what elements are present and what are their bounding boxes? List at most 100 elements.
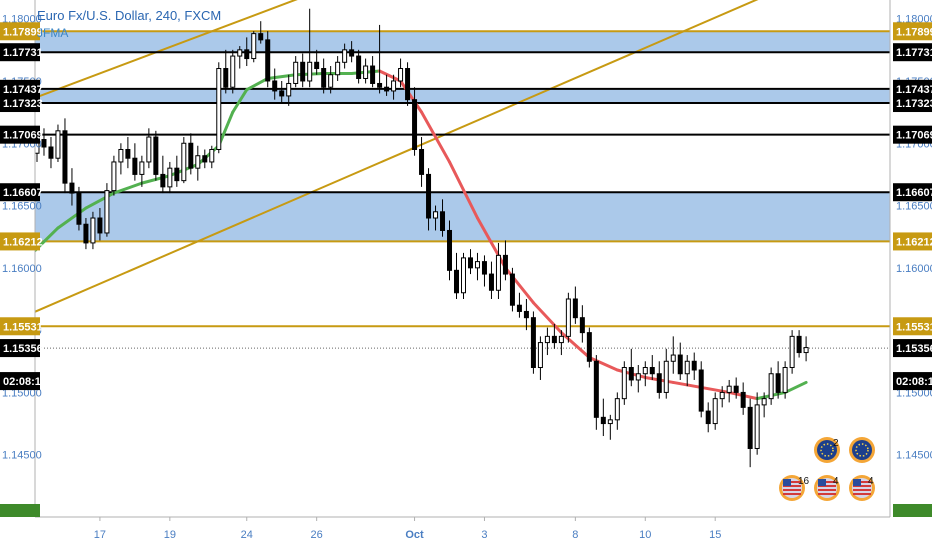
bottom-level-badge-right [893,504,932,517]
price-badge-left-text: 1.15531 [3,321,43,333]
candle-body [118,148,124,163]
candle [551,323,557,349]
candle-body [132,157,138,175]
candle [90,211,96,250]
plot-layer: 2 16 4 4 [35,0,890,501]
candle [167,161,173,194]
candle-body [195,155,201,169]
badge-count: 2 [833,438,839,449]
price-badge-left-text: 1.17069 [3,130,43,142]
price-badge-right-bg [893,232,932,251]
y-tick-label-left: 1.14500 [2,450,42,462]
candle [705,402,711,433]
candle [481,255,487,287]
countdown-badge-left-text: 02:08:18 [3,376,47,388]
candle [139,155,145,187]
candle-body [642,367,648,375]
candle [174,155,180,187]
candle-body [181,142,187,182]
candle [202,149,208,169]
price-badge-right-bg [893,79,932,98]
candle-body [405,68,411,101]
candle-body [502,254,508,275]
badge-canton [818,479,826,486]
candle [698,361,704,418]
candle [474,252,480,281]
price-badge-right-text: 1.16212 [896,236,932,248]
candle [447,220,453,281]
candle [216,62,222,154]
price-badge-left-text: 1.16212 [3,236,43,248]
candle-body [705,410,711,425]
candle [600,398,606,437]
candle [335,56,341,81]
channel-line-0 [35,0,298,99]
event-badge-europe [849,437,875,463]
candle [118,143,124,175]
price-badge-left-bg [0,317,40,336]
candle [495,242,501,299]
event-badge-us: 4 [814,475,840,501]
y-tick-label-left: 1.16500 [2,201,42,213]
price-badge-left-bg [0,125,40,144]
candle [433,205,439,231]
candle [677,342,683,380]
jfma-segment [231,88,249,114]
candle [55,124,61,162]
countdown-badge-right: 02:08:18 [893,372,932,391]
candle [97,208,103,241]
candle-body [621,367,627,400]
candle [649,355,655,380]
y-tick-label-right: 1.15000 [896,387,932,399]
candle-body [565,298,571,337]
price-badge-right-text: 1.17437 [896,84,932,96]
candle [454,252,460,299]
candle-body [551,335,557,344]
price-badge-right-bg [893,125,932,144]
candle-body [440,211,446,231]
candle-body [726,385,732,393]
candle-body [104,190,110,234]
candle [544,327,550,356]
price-badge-left: 1.17731 [0,43,43,62]
price-badge-left-bg [0,339,40,358]
candle-body [83,223,89,244]
x-tick-label: 19 [164,529,176,541]
jfma-segment [587,356,619,372]
candle-body [600,416,606,425]
candle-body [153,136,159,175]
price-badge-right: 1.16212 [893,232,932,251]
candle [572,286,578,324]
candle [607,414,613,440]
candle-body [265,39,271,82]
candle [488,261,494,299]
candle [328,66,334,94]
candle-body [370,65,376,84]
candle [614,392,620,430]
candle-body [237,49,243,57]
candle [209,145,215,169]
candle-body [279,90,285,97]
candle-body [628,367,634,381]
y-tick-label-right: 1.16000 [896,263,932,275]
candle [237,46,243,69]
candle-body [467,257,473,269]
candle-body [349,49,355,57]
candle [530,311,536,374]
price-badge-left-bg [0,22,40,41]
candle [642,361,648,387]
candle [391,74,397,100]
candle-body [419,148,425,175]
candle-body [188,142,194,169]
jfma-segment [266,73,298,80]
candle [440,199,446,237]
chart-title: Euro Fx/U.S. Dollar, 240, FXCM [37,8,222,23]
x-tick-label: 8 [572,529,578,541]
jfma-segment [196,144,221,166]
candle [272,68,278,100]
candle-body [41,139,47,148]
candle [146,128,152,169]
candle [426,168,432,231]
